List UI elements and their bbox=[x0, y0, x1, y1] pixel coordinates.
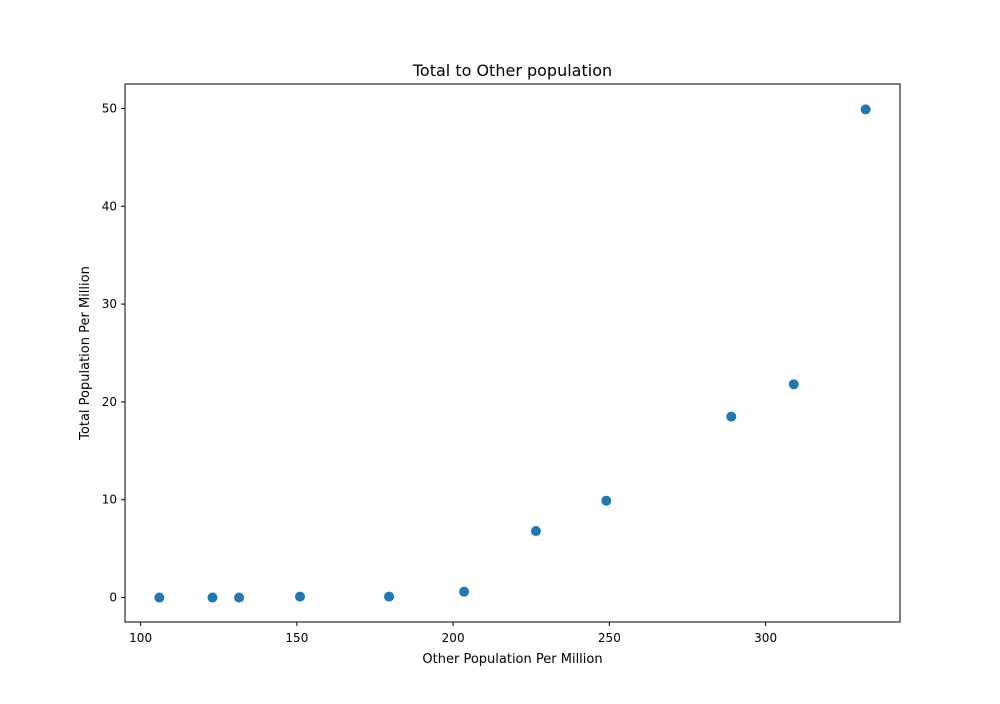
scatter-point bbox=[295, 591, 305, 602]
scatter-point bbox=[726, 411, 737, 422]
scatter-point bbox=[601, 495, 612, 506]
data-points bbox=[154, 104, 871, 603]
y-tick-label: 40 bbox=[102, 199, 117, 213]
y-axis-ticks: 0 10 20 30 40 50 bbox=[102, 101, 125, 605]
x-tick-label: 250 bbox=[598, 631, 621, 645]
scatter-point bbox=[207, 592, 218, 603]
plot-area: 100 150 200 250 300 0 10 20 30 40 50 bbox=[102, 83, 901, 645]
scatter-point bbox=[530, 526, 541, 537]
scatter-point bbox=[234, 592, 245, 603]
y-axis-label: Total Population Per Million bbox=[78, 266, 93, 441]
scatter-point bbox=[459, 586, 470, 597]
axes-frame bbox=[124, 83, 901, 623]
scatter-point bbox=[154, 592, 165, 603]
y-tick-label: 10 bbox=[102, 493, 117, 507]
y-tick-label: 30 bbox=[102, 297, 117, 311]
x-axis-ticks: 100 150 200 250 300 bbox=[129, 622, 777, 645]
x-tick-label: 100 bbox=[129, 631, 152, 645]
x-axis-label: Other Population Per Million bbox=[422, 652, 602, 667]
x-tick-label: 150 bbox=[285, 631, 308, 645]
y-tick-label: 20 bbox=[102, 395, 117, 409]
scatter-point bbox=[384, 591, 395, 602]
y-tick-label: 50 bbox=[102, 101, 117, 115]
scatter-point bbox=[788, 379, 799, 390]
x-tick-label: 300 bbox=[754, 631, 777, 645]
x-tick-label: 200 bbox=[442, 631, 465, 645]
y-tick-label: 0 bbox=[109, 591, 117, 605]
chart-title: Total to Other population bbox=[412, 61, 612, 80]
scatter-point bbox=[860, 104, 871, 115]
